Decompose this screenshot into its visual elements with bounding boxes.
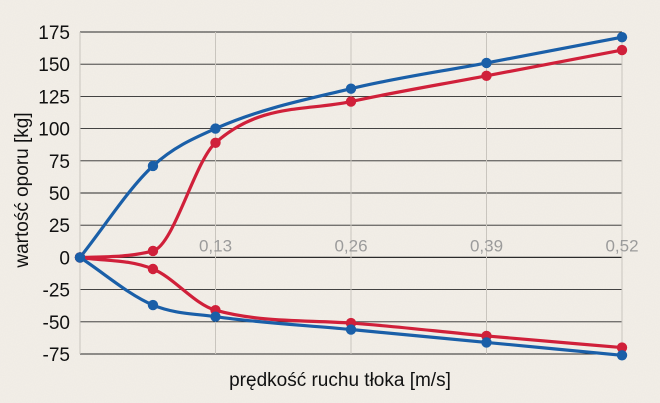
data-point	[616, 342, 628, 353]
data-point	[616, 350, 628, 361]
y-tick-label: 75	[49, 152, 70, 173]
data-point	[147, 160, 159, 172]
y-tick-label: 175	[38, 23, 70, 44]
y-tick-label: 150	[38, 55, 70, 76]
y-tick-label: -25	[43, 281, 70, 302]
data-point	[481, 337, 492, 348]
y-tick-label: 25	[49, 216, 70, 237]
y-tick-label: 50	[49, 184, 70, 205]
data-point	[210, 311, 221, 322]
data-point	[345, 324, 357, 335]
x-axis-ticks: 0,13 0,26 0,39 0,52	[199, 236, 639, 255]
x-tick-label: 0,13	[199, 236, 232, 255]
data-point	[147, 263, 159, 275]
y-axis-label: wartość oporu [kg]	[12, 112, 33, 268]
y-tick-label: 125	[38, 87, 70, 108]
y-tick-label: 100	[38, 120, 70, 141]
data-point	[210, 137, 221, 148]
data-point	[345, 83, 357, 94]
data-point	[481, 57, 492, 69]
x-axis-label: prędkość ruchu tłoka [m/s]	[229, 370, 451, 391]
x-tick-label: 0,26	[334, 236, 367, 255]
y-tick-label: -75	[43, 345, 70, 366]
series-1	[74, 44, 628, 263]
x-tick-label: 0,52	[605, 236, 638, 255]
data-point	[74, 252, 86, 263]
y-tick-label: 0	[59, 248, 70, 269]
series-3	[74, 252, 628, 361]
data-point	[210, 123, 221, 134]
series-group	[74, 31, 628, 361]
data-point	[147, 245, 159, 257]
y-tick-label: -50	[43, 313, 70, 334]
data-point	[481, 70, 492, 81]
data-point	[147, 299, 159, 311]
grid	[79, 31, 623, 355]
y-axis-ticks: 175 150 125 100 75 50 25 0 -25 -50 -75	[38, 23, 70, 366]
series-line	[78, 35, 624, 259]
data-point	[616, 31, 628, 43]
data-point	[345, 96, 357, 107]
x-tick-label: 0,39	[470, 236, 503, 255]
data-point	[616, 44, 628, 56]
